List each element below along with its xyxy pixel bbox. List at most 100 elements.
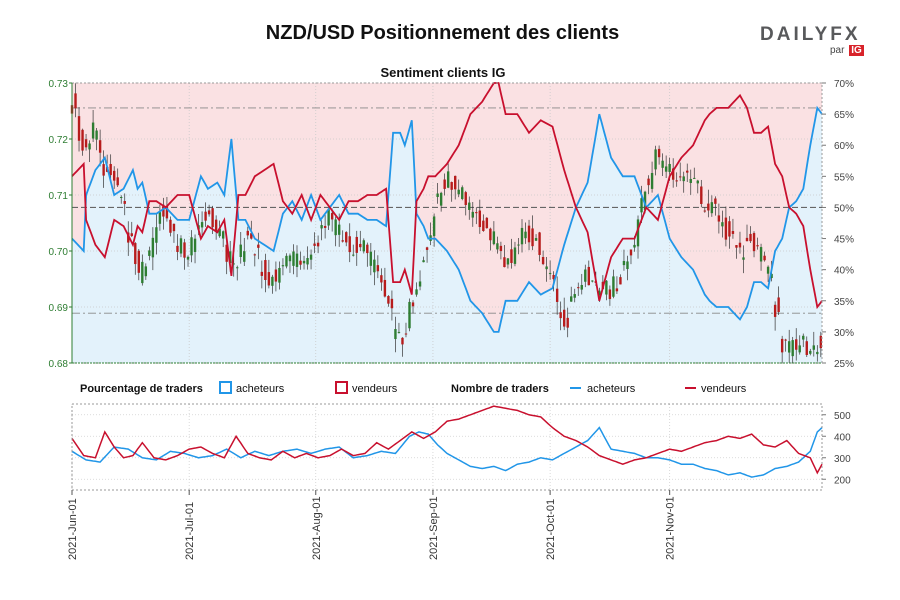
price-tick-label: 0.72 [49, 135, 69, 146]
candle-down [109, 163, 112, 176]
candle-down [752, 233, 756, 252]
candle-up [218, 228, 221, 237]
candle-down [805, 341, 808, 355]
candle-up [285, 255, 288, 267]
candle-up [506, 258, 510, 265]
candle-down [172, 223, 176, 232]
candle-up [309, 254, 313, 260]
candle-down [274, 269, 278, 282]
candle-down [679, 176, 682, 178]
candle-up [513, 247, 517, 264]
candle-down [376, 265, 380, 272]
candle-down [348, 236, 351, 253]
legend-buyers-label: acheteurs [236, 383, 285, 395]
candle-up [148, 250, 151, 256]
percent-tick-label: 45% [834, 235, 854, 246]
candle-down [478, 210, 482, 228]
candle-up [584, 269, 587, 282]
candle-up [693, 177, 696, 179]
candle-up [306, 258, 309, 265]
price-tick-label: 0.70 [49, 247, 69, 258]
candle-down [267, 272, 271, 286]
candle-up [468, 202, 471, 210]
sellers-count-line [71, 405, 823, 475]
percent-tick-label: 70% [834, 79, 854, 90]
candle-down [345, 232, 348, 243]
candle-up [759, 247, 763, 262]
legend-buyers-count-label: acheteurs [587, 383, 636, 395]
candle-down [773, 304, 777, 317]
legend-sellers-count-label: vendeurs [701, 383, 747, 395]
candle-up [798, 345, 801, 353]
candle-up [534, 238, 538, 241]
candle-down [795, 339, 798, 350]
candle-up [640, 198, 643, 213]
candle-up [179, 238, 183, 254]
candle-up [816, 351, 819, 355]
candle-down [700, 186, 703, 204]
candle-up [742, 257, 745, 260]
candle-down [608, 289, 612, 300]
candle-down [485, 217, 489, 229]
candle-down [503, 257, 506, 268]
candle-up [91, 122, 95, 139]
candle-up [288, 255, 292, 262]
candle-down [116, 177, 119, 186]
candle-up [492, 231, 496, 245]
candle-up [200, 222, 204, 228]
dailyfx-logo: DAILYFX par IG [760, 24, 864, 56]
candle-down [383, 279, 387, 297]
candle-up [802, 335, 805, 340]
date-tick-label: 2021-Aug-01 [311, 496, 323, 560]
candle-down [629, 249, 633, 256]
candle-up [408, 301, 411, 329]
candle-down [531, 228, 534, 247]
candle-down [587, 266, 590, 286]
candle-up [243, 251, 246, 262]
candle-down [341, 240, 344, 242]
candle-up [369, 251, 373, 266]
candle-down [253, 254, 257, 256]
candle-down [169, 219, 172, 233]
candle-up [373, 259, 376, 273]
candle-up [151, 237, 155, 258]
candle-down [260, 271, 264, 276]
candle-up [320, 225, 323, 229]
candle-up [548, 273, 552, 275]
candle-down [784, 339, 787, 341]
candle-up [496, 243, 499, 250]
candle-up [232, 263, 235, 265]
candle-down [112, 170, 116, 181]
candle-down [749, 233, 752, 242]
candle-up [598, 290, 601, 296]
price-tick-label: 0.71 [49, 191, 69, 202]
sellers-percent-line [71, 82, 823, 310]
candle-up [520, 227, 524, 245]
candle-down [130, 233, 133, 237]
percent-tick-label: 35% [834, 297, 854, 308]
candle-down [387, 296, 390, 304]
candle-up [580, 284, 583, 290]
candle-up [88, 143, 91, 150]
date-tick-label: 2021-Sep-01 [428, 496, 440, 560]
date-tick-label: 2021-Oct-01 [545, 499, 557, 560]
candle-up [239, 244, 242, 258]
candle-down [763, 255, 766, 261]
date-tick-label: 2021-Nov-01 [665, 496, 677, 560]
legend-sellers-label: vendeurs [352, 383, 398, 395]
candle-up [337, 224, 341, 235]
candle-up [439, 192, 443, 206]
candle-down [380, 275, 383, 283]
candle-up [471, 211, 474, 218]
legend-percent-title: Pourcentage de traders [80, 383, 203, 395]
candle-down [98, 140, 102, 153]
candle-down [541, 256, 545, 265]
candle-up [612, 276, 615, 297]
candle-up [141, 261, 144, 284]
candle-down [671, 168, 675, 180]
legend-sellers-swatch [335, 381, 348, 394]
candle-down [559, 312, 562, 319]
count-tick-label: 300 [834, 454, 851, 465]
candle-up [418, 281, 422, 287]
candle-down [745, 237, 749, 242]
